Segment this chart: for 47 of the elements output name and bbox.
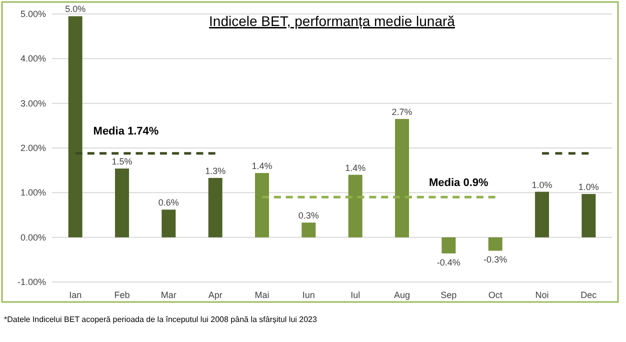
data-label: 1.4%: [252, 161, 272, 172]
data-label: 1.0%: [532, 180, 552, 190]
bar: [208, 178, 222, 238]
bar: [255, 173, 269, 238]
x-tick-label: Aug: [394, 290, 410, 300]
bar: [115, 168, 129, 238]
data-label: -0.4%: [436, 257, 460, 268]
y-tick-label: 5.00%: [20, 9, 46, 19]
annotation: Media 1.74%: [93, 126, 159, 138]
data-label: 5.0%: [65, 4, 86, 14]
x-tick-label: Noi: [535, 290, 549, 300]
x-tick-label: Mar: [160, 290, 176, 300]
bar: [395, 118, 409, 238]
data-label: 1.4%: [345, 162, 366, 173]
y-tick-label: 3.00%: [20, 98, 46, 108]
annotation: Media 0.9%: [429, 176, 489, 189]
x-tick-label: Feb: [114, 290, 130, 300]
x-tick-label: Iun: [302, 290, 315, 300]
x-tick-label: Oct: [488, 290, 503, 300]
x-tick-label: Iul: [350, 290, 360, 300]
bar: [535, 192, 549, 238]
data-label: 1.0%: [578, 182, 599, 192]
bar: [302, 222, 316, 238]
chart-title: Indicele BET, performanța medie lunară: [209, 13, 456, 29]
y-tick-label: 1.00%: [20, 188, 46, 198]
x-tick-label: Sep: [440, 290, 457, 300]
bar: [488, 237, 502, 251]
data-label: 1.5%: [112, 156, 132, 167]
x-tick-label: Mai: [254, 290, 270, 300]
data-label: 0.3%: [298, 210, 319, 221]
data-label: 1.3%: [205, 166, 226, 176]
data-label: 2.7%: [392, 106, 412, 117]
text: *Datele Indicelui BET acoperă perioada de la începutul lui 2008 până la sfârșitul lui 2023: [4, 315, 318, 324]
x-tick-label: Dec: [580, 290, 598, 300]
y-tick-label: 2.00%: [20, 143, 46, 153]
bar: [582, 194, 596, 238]
bar: [162, 210, 176, 238]
y-tick-label: 4.00%: [20, 54, 46, 64]
bar: [68, 16, 82, 238]
x-tick-label: Ian: [69, 290, 82, 300]
x-tick-label: Apr: [208, 290, 222, 300]
y-tick-label: -1.00%: [17, 277, 46, 287]
data-label: -0.3%: [484, 254, 508, 265]
bar: [442, 237, 456, 254]
bar: [348, 174, 362, 238]
y-tick-label: 0.00%: [20, 232, 46, 242]
data-label: 0.6%: [158, 198, 179, 208]
